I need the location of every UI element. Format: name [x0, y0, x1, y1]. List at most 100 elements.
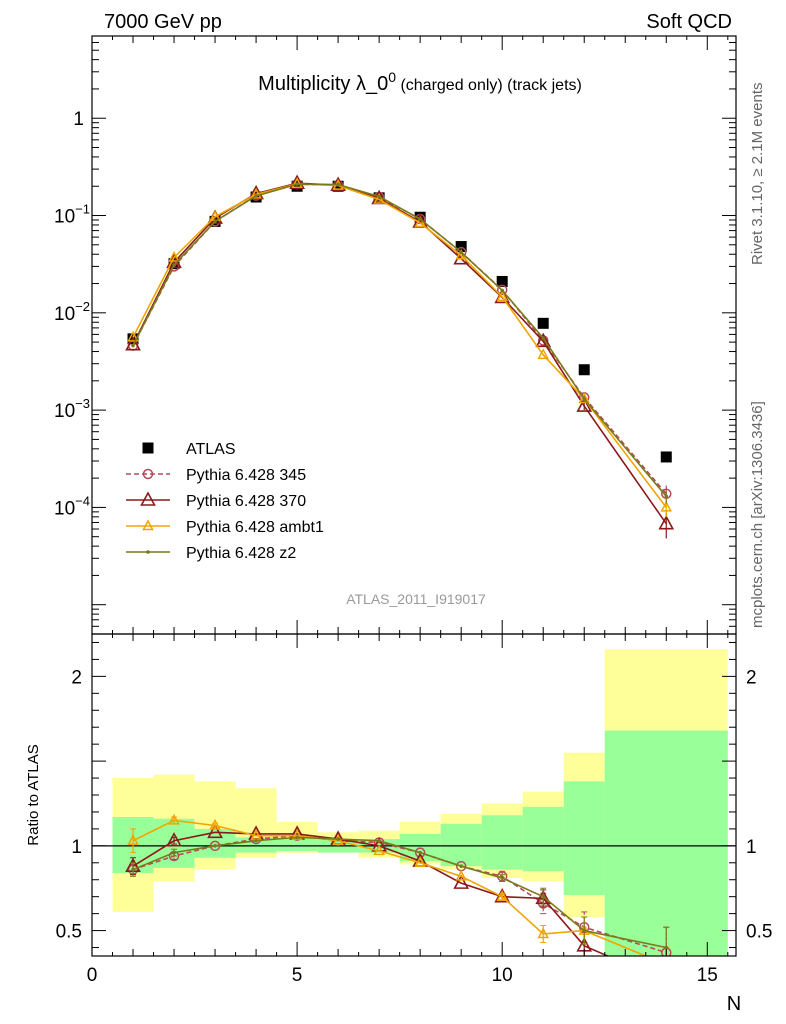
inner-band-12 — [604, 730, 728, 956]
ratio-ytick-label-left-1: 1 — [71, 837, 82, 858]
main-line-p370 — [132, 182, 667, 525]
ratio-point-ambt1-12 — [662, 959, 671, 968]
main-point-z2-7 — [418, 217, 422, 221]
main-point-z2-1 — [172, 263, 176, 267]
ratio-point-ambt1-7 — [414, 856, 426, 868]
ratio-point-z2-2 — [213, 844, 217, 848]
x-tick-label-1: 5 — [292, 965, 303, 986]
main-title-text: Multiplicity λ_0 — [258, 73, 388, 95]
main-title-sub: (charged only) (track jets) — [396, 77, 582, 94]
ratio-point-ambt1-10 — [537, 927, 549, 939]
ratio-ytick-label-right-0: 0.5 — [746, 922, 772, 943]
ratio-series — [125, 813, 673, 986]
ratio-point-z2-0 — [131, 867, 135, 872]
ratio-point-z2-11 — [582, 928, 587, 933]
main-point-z2-10 — [541, 336, 546, 340]
ratio-point-ambt1-5 — [332, 834, 344, 846]
header-right: Soft QCD — [646, 11, 732, 33]
inner-band-11 — [563, 781, 605, 895]
ratio-point-ambt1-4 — [291, 829, 303, 840]
ratio-point-ambt1-1 — [168, 813, 180, 825]
legend-marker-z2 — [146, 550, 150, 554]
main-point-z2-2 — [213, 219, 217, 224]
mcplots-label: mcplots.cern.ch [arXiv:1306.3436] — [749, 401, 766, 628]
ratio-point-z2-9 — [500, 876, 504, 880]
main-point-z2-5 — [336, 182, 340, 187]
main-point-ambt1-6 — [373, 192, 385, 204]
main-title: Multiplicity λ_00 (charged only) (track … — [258, 69, 582, 95]
main-point-ambt1-1 — [168, 250, 180, 262]
main-point-atlas-9 — [496, 275, 508, 287]
inner-band-4 — [276, 837, 318, 851]
ratio-point-p370-8 — [453, 874, 470, 889]
legend-label-atlas: ATLAS — [186, 441, 236, 458]
ratio-ytick-label-right-1: 1 — [746, 837, 757, 858]
axes: 1 10−1 10−2 10−3 10−4 0.5 0.5 1 1 2 2 0 5 10 15 — [54, 35, 772, 986]
ratio-point-ambt1-0 — [127, 834, 139, 846]
ratio-point-ambt1-6 — [373, 844, 385, 856]
x-tick-label-2: 10 — [492, 965, 513, 986]
ratio-point-p370-1 — [166, 832, 182, 847]
main-point-p370-0 — [125, 336, 141, 351]
ratio-point-z2-5 — [336, 837, 340, 841]
main-line-ambt1 — [132, 182, 667, 508]
main-point-ambt1-4 — [291, 177, 303, 189]
x-axis-label: N — [727, 993, 741, 1015]
ratio-point-z2-6 — [377, 838, 381, 843]
legend-label-p345: Pythia 6.428 345 — [186, 467, 306, 484]
main-ytick-label-1: 10−1 — [54, 202, 90, 228]
main-ytick-label-4: 10−4 — [54, 493, 90, 519]
main-point-atlas-4 — [291, 180, 303, 192]
ratio-ytick-label-left-2: 2 — [71, 667, 82, 688]
legend-label-z2: Pythia 6.428 z2 — [186, 545, 296, 562]
ratio-ylabel: Ratio to ATLAS — [25, 744, 42, 845]
legend-label-p370: Pythia 6.428 370 — [186, 493, 306, 510]
watermark: ATLAS_2011_I919017 — [346, 591, 486, 607]
main-point-ambt1-7 — [414, 216, 426, 228]
main-point-ambt1-3 — [250, 187, 262, 199]
ratio-point-z2-8 — [459, 864, 463, 868]
main-point-p370-4 — [289, 174, 305, 189]
header: 7000 GeV pp Soft QCD — [104, 11, 732, 33]
ratio-point-p370-2 — [207, 823, 223, 839]
x-tick-label-3: 15 — [697, 965, 718, 986]
main-point-z2-4 — [295, 182, 299, 186]
main-point-atlas-8 — [455, 241, 467, 253]
ratio-ytick-label-left-0: 0.5 — [56, 922, 82, 943]
ratio-point-z2-7 — [418, 850, 422, 855]
main-point-z2-3 — [254, 194, 258, 198]
ratio-point-z2-12 — [664, 945, 669, 950]
inner-band-8 — [440, 823, 482, 867]
main-point-p345-9 — [496, 284, 508, 296]
main-point-z2-0 — [131, 343, 135, 348]
ratio-point-z2-10 — [541, 894, 546, 899]
ratio-point-z2-1 — [172, 850, 176, 855]
legend-marker-p370 — [140, 491, 156, 506]
main-point-ambt1-9 — [496, 290, 508, 302]
main-point-z2-12 — [664, 494, 669, 499]
ratio-ytick-label-right-2: 2 — [746, 667, 757, 688]
ratio-point-z2-4 — [295, 835, 299, 840]
main-ytick-label-2: 10−2 — [54, 299, 90, 325]
legend-marker-atlas — [142, 442, 154, 454]
main-point-p370-10 — [535, 332, 552, 348]
main-point-ambt1-10 — [537, 348, 549, 360]
main-point-atlas-12 — [660, 451, 672, 463]
legend-label-ambt1: Pythia 6.428 ambt1 — [186, 519, 324, 536]
main-point-ambt1-12 — [660, 500, 673, 512]
main-point-z2-6 — [377, 194, 381, 199]
legend-marker-ambt1 — [142, 519, 154, 531]
main-point-p370-12 — [658, 515, 675, 530]
rivet-label: Rivet 3.1.10, ≥ 2.1M events — [749, 83, 766, 266]
main-point-ambt1-0 — [127, 330, 139, 342]
main-point-z2-8 — [459, 250, 463, 254]
header-left: 7000 GeV pp — [104, 11, 222, 33]
main-series — [125, 174, 675, 539]
main-point-ambt1-11 — [578, 392, 590, 404]
ratio-point-p370-12 — [660, 974, 673, 986]
ratio-point-ambt1-9 — [496, 890, 508, 901]
inner-band-9 — [481, 815, 523, 870]
main-point-atlas-11 — [578, 364, 590, 376]
ratio-bands — [112, 649, 728, 956]
